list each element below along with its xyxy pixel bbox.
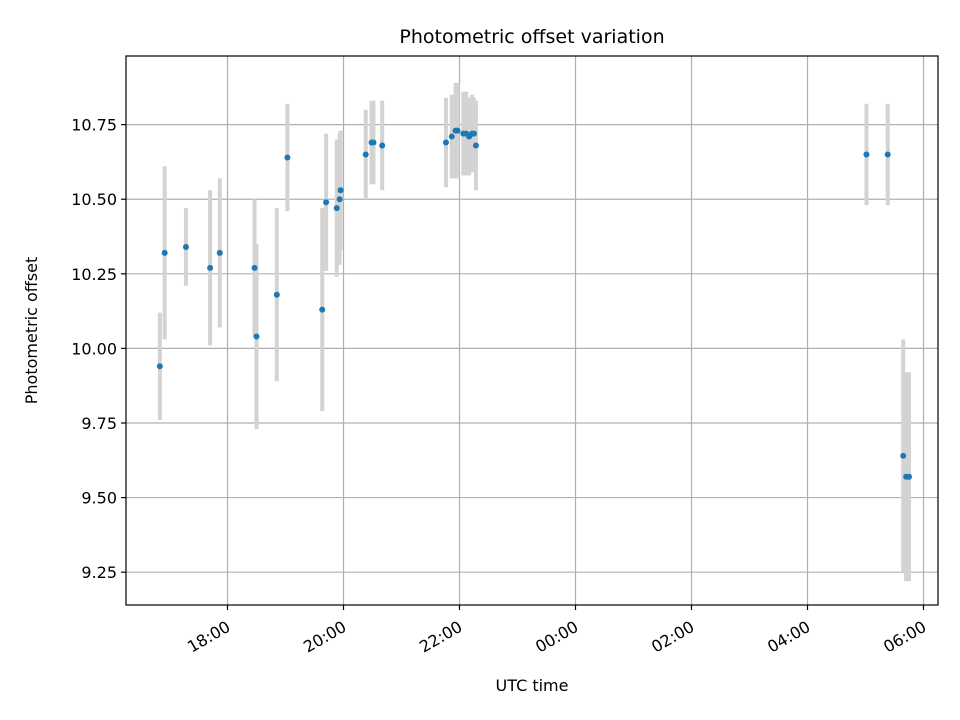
data-point bbox=[454, 127, 461, 134]
x-tick-label: 22:00 bbox=[416, 617, 465, 657]
x-tick-label: 04:00 bbox=[764, 617, 813, 657]
y-axis-title: Photometric offset bbox=[22, 257, 41, 405]
data-point bbox=[884, 151, 891, 158]
x-axis-title: UTC time bbox=[496, 676, 569, 695]
data-point bbox=[472, 142, 479, 149]
data-point bbox=[362, 151, 369, 158]
y-tick-label: 10.75 bbox=[71, 116, 117, 135]
data-point bbox=[336, 196, 343, 203]
data-point bbox=[216, 249, 223, 256]
data-point bbox=[156, 363, 163, 370]
y-tick-label: 10.00 bbox=[71, 339, 117, 358]
data-point bbox=[253, 333, 260, 340]
data-point bbox=[333, 205, 340, 212]
plot-frame bbox=[125, 55, 939, 606]
x-tick-label: 20:00 bbox=[300, 617, 349, 657]
x-tick-label: 06:00 bbox=[880, 617, 929, 657]
data-point bbox=[442, 139, 449, 146]
data-point bbox=[207, 264, 214, 271]
data-point bbox=[337, 187, 344, 194]
x-axis-ticks: 18:00 20:00 22:00 00:00 02:00 04:00 06:00 bbox=[184, 605, 930, 657]
x-tick-label: 02:00 bbox=[648, 617, 697, 657]
data-point bbox=[251, 264, 258, 271]
x-tick-label: 00:00 bbox=[532, 617, 581, 657]
data-point bbox=[906, 473, 912, 480]
data-point bbox=[319, 306, 326, 313]
data-point bbox=[161, 249, 168, 256]
y-tick-label: 10.25 bbox=[71, 265, 117, 284]
y-axis-ticks: 9.25 9.50 9.75 10.00 10.25 10.50 10.75 bbox=[71, 116, 126, 582]
data-point bbox=[273, 291, 280, 298]
grid bbox=[126, 56, 938, 605]
x-tick-label: 18:00 bbox=[184, 617, 233, 657]
data-point bbox=[182, 243, 189, 250]
data-point bbox=[863, 151, 870, 158]
data-point bbox=[448, 133, 455, 140]
data-point bbox=[471, 130, 477, 137]
data-point bbox=[284, 154, 291, 161]
y-tick-label: 9.50 bbox=[81, 489, 117, 508]
data-point bbox=[370, 139, 377, 146]
data-points bbox=[156, 127, 912, 480]
errorbars bbox=[157, 82, 911, 582]
data-point bbox=[900, 452, 907, 459]
data-point bbox=[323, 199, 330, 206]
y-tick-label: 10.50 bbox=[71, 190, 117, 209]
y-tick-label: 9.25 bbox=[81, 563, 117, 582]
y-tick-label: 9.75 bbox=[81, 414, 117, 433]
chart-title: Photometric offset variation bbox=[399, 26, 664, 48]
data-point bbox=[379, 142, 386, 149]
